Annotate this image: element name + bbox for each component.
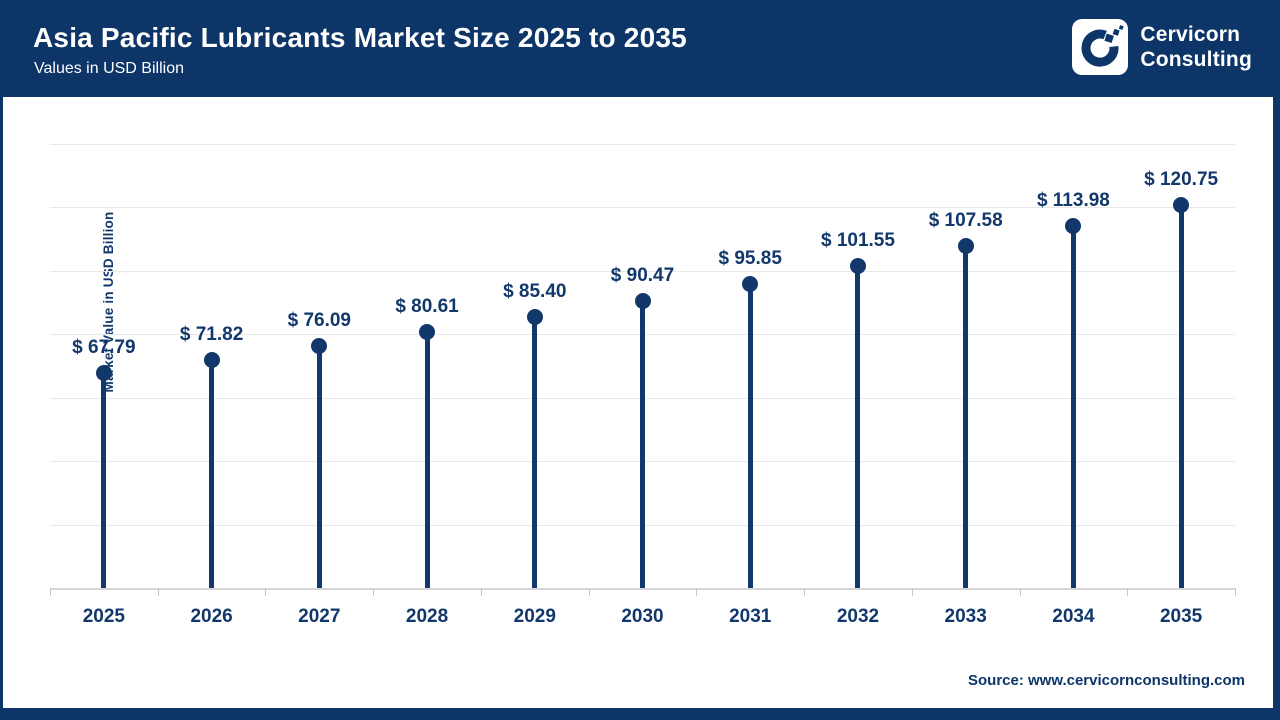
x-axis-tick bbox=[480, 588, 482, 596]
x-axis-label: 2025 bbox=[82, 606, 125, 627]
lollipop-stem bbox=[1070, 226, 1076, 588]
x-axis-label: 2033 bbox=[944, 606, 987, 627]
lollipop-stem bbox=[747, 283, 753, 588]
x-axis-label: 2029 bbox=[513, 606, 556, 627]
x-axis-label: 2031 bbox=[729, 606, 772, 627]
value-label: $ 76.09 bbox=[287, 310, 352, 332]
lollipop-dot bbox=[526, 308, 543, 325]
value-label: $ 120.75 bbox=[1144, 168, 1219, 190]
value-label: $ 107.58 bbox=[928, 210, 1003, 232]
lollipop-dot bbox=[849, 257, 866, 274]
lollipop-stem bbox=[101, 372, 107, 588]
lollipop-dot bbox=[419, 324, 436, 341]
x-axis-tick bbox=[1127, 588, 1129, 596]
value-label: $ 101.55 bbox=[820, 229, 895, 251]
gridline bbox=[50, 207, 1235, 208]
x-axis-label: 2028 bbox=[405, 606, 449, 627]
x-axis-label: 2034 bbox=[1052, 606, 1095, 627]
lollipop-stem bbox=[532, 316, 538, 588]
brand-name-line2: Consulting bbox=[1140, 48, 1252, 71]
value-label: $ 80.61 bbox=[395, 296, 459, 318]
lollipop-stem bbox=[855, 265, 861, 588]
lollipop-dot bbox=[742, 275, 759, 292]
x-axis-tick bbox=[804, 588, 806, 596]
x-axis-tick bbox=[588, 588, 590, 596]
x-axis-tick bbox=[696, 588, 698, 596]
gridline bbox=[50, 143, 1235, 145]
value-label: $ 95.85 bbox=[718, 247, 782, 269]
x-axis-label: 2032 bbox=[836, 606, 880, 627]
value-label: $ 85.40 bbox=[503, 280, 567, 302]
lollipop-dot bbox=[1173, 196, 1190, 213]
gridline bbox=[50, 270, 1235, 272]
source-attribution: Source: www.cervicornconsulting.com bbox=[967, 672, 1245, 689]
x-axis-tick bbox=[1235, 588, 1236, 596]
brand-name: Cervicorn Consulting bbox=[1140, 22, 1252, 72]
lollipop-stem bbox=[1178, 204, 1184, 588]
value-label: $ 90.47 bbox=[610, 264, 675, 286]
lollipop-dot bbox=[311, 338, 328, 355]
lollipop-stem bbox=[209, 359, 215, 588]
page-border-bottom bbox=[0, 711, 1280, 720]
x-axis-label: 2026 bbox=[190, 606, 233, 627]
lollipop-stem bbox=[316, 346, 322, 588]
lollipop-dot bbox=[95, 364, 112, 381]
page-border-left bbox=[0, 0, 3, 720]
lollipop-dot bbox=[957, 238, 974, 255]
page-title: Asia Pacific Lubricants Market Size 2025… bbox=[33, 22, 687, 53]
value-label: $ 67.79 bbox=[72, 336, 136, 358]
value-label: $ 71.82 bbox=[179, 323, 244, 345]
cervicorn-logo-icon bbox=[1072, 19, 1129, 75]
lollipop-dot bbox=[203, 351, 220, 368]
page-subtitle: Values in USD Billion bbox=[34, 60, 184, 77]
lollipop-stem bbox=[963, 246, 969, 588]
header-bar: Asia Pacific Lubricants Market Size 2025… bbox=[0, 0, 1280, 97]
x-axis-tick bbox=[157, 588, 159, 596]
brand-logo: Cervicorn Consulting bbox=[1072, 19, 1252, 75]
x-axis-tick bbox=[265, 588, 267, 596]
x-axis-label: 2030 bbox=[621, 606, 664, 627]
x-axis-tick bbox=[373, 588, 375, 596]
lollipop-stem bbox=[424, 332, 430, 588]
x-axis-label: 2035 bbox=[1159, 606, 1203, 627]
x-axis-tick bbox=[1019, 588, 1021, 596]
lollipop-dot bbox=[634, 292, 651, 309]
x-axis-tick bbox=[50, 588, 51, 596]
lollipop-dot bbox=[1065, 218, 1082, 235]
plot-area: $ 67.79 2025 $ 71.82 2026 $ 76.09 2027 $ 80.61… bbox=[50, 130, 1236, 627]
lollipop-stem bbox=[640, 300, 645, 588]
brand-name-line1: Cervicorn bbox=[1140, 23, 1241, 46]
value-label: $ 113.98 bbox=[1036, 190, 1110, 212]
x-axis-tick bbox=[911, 588, 913, 596]
x-axis-label: 2027 bbox=[298, 606, 341, 627]
page-border-right bbox=[1273, 0, 1280, 720]
